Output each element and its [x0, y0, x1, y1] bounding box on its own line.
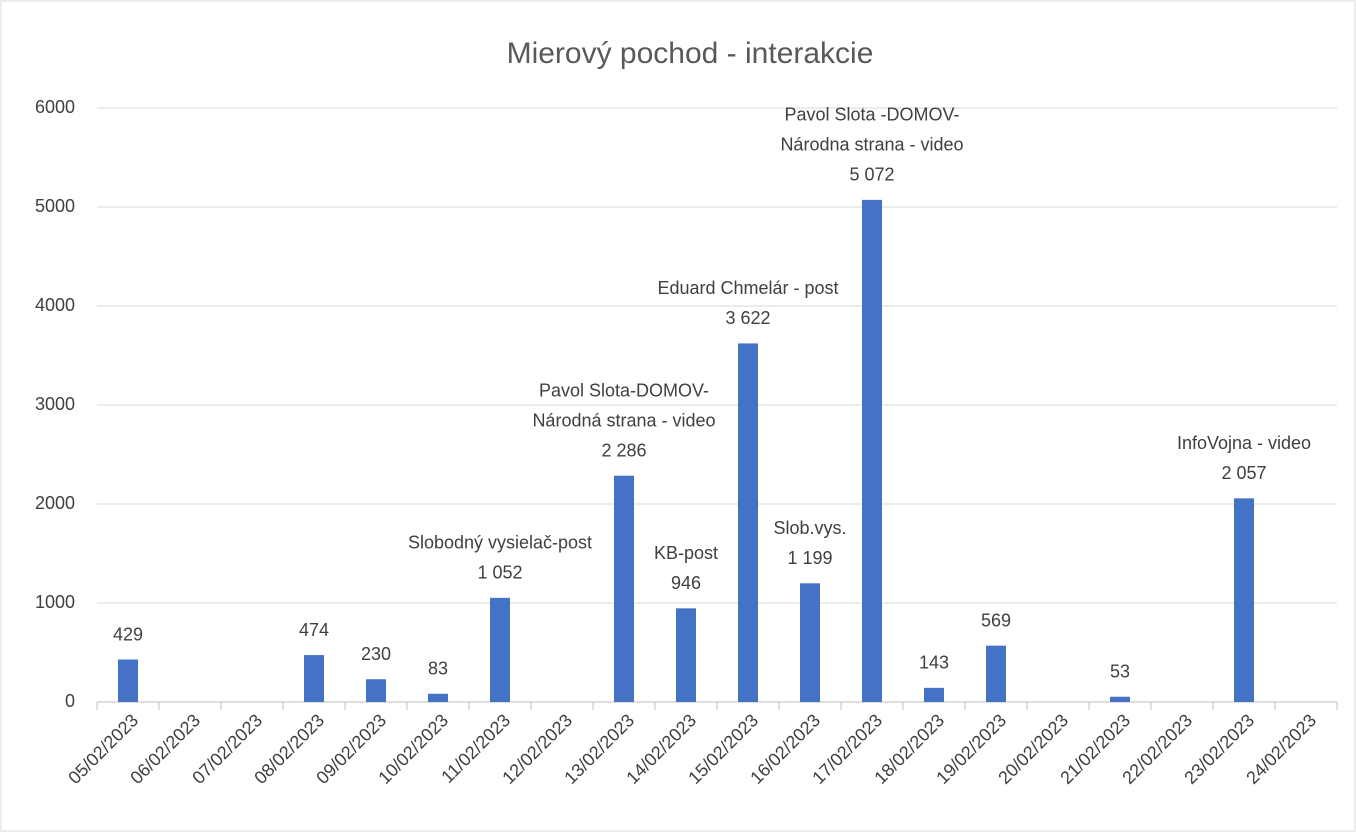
bar: [862, 199, 882, 702]
y-tick-label: 1000: [35, 592, 75, 612]
data-label: 5 072: [849, 165, 894, 185]
data-label: 474: [299, 620, 329, 640]
data-label: 53: [1110, 662, 1130, 682]
bar: [366, 679, 386, 702]
annotation: InfoVojna - video: [1177, 433, 1311, 453]
annotation: Slob.vys.: [773, 518, 846, 538]
bar: [800, 583, 820, 702]
data-label: 569: [981, 610, 1011, 630]
bar: [118, 659, 138, 702]
bar: [490, 597, 510, 702]
data-label: 946: [671, 573, 701, 593]
data-label: 1 052: [477, 563, 522, 583]
bar: [614, 475, 634, 702]
data-label: 1 199: [787, 548, 832, 568]
data-label: 2 286: [601, 440, 646, 460]
data-label: 143: [919, 653, 949, 673]
y-tick-label: 0: [65, 691, 75, 711]
bar: [1234, 498, 1254, 702]
annotation: Národná strana - video: [532, 410, 715, 430]
data-label: 429: [113, 624, 143, 644]
y-tick-label: 2000: [35, 493, 75, 513]
bar: [304, 655, 324, 702]
annotation: Slobodný vysielač-post: [408, 533, 592, 553]
data-label: 230: [361, 644, 391, 664]
annotation: Pavol Slota -DOMOV-: [784, 105, 959, 125]
y-tick-label: 5000: [35, 196, 75, 216]
annotation: Eduard Chmelár - post: [657, 278, 838, 298]
data-label: 3 622: [725, 308, 770, 328]
bar: [428, 693, 448, 702]
y-tick-label: 3000: [35, 394, 75, 414]
bar: [1110, 696, 1130, 702]
y-tick-label: 6000: [35, 97, 75, 117]
chart-title: Mierový pochod - interakcie: [507, 37, 874, 70]
annotation: KB-post: [654, 543, 718, 563]
annotation: Pavol Slota-DOMOV-: [539, 380, 709, 400]
data-label: 83: [428, 659, 448, 679]
y-tick-label: 4000: [35, 295, 75, 315]
data-label: 2 057: [1221, 463, 1266, 483]
bar: [676, 608, 696, 702]
annotation: Národna strana - video: [780, 135, 963, 155]
bar: [738, 343, 758, 702]
bar: [986, 645, 1006, 702]
bar: [924, 687, 944, 702]
